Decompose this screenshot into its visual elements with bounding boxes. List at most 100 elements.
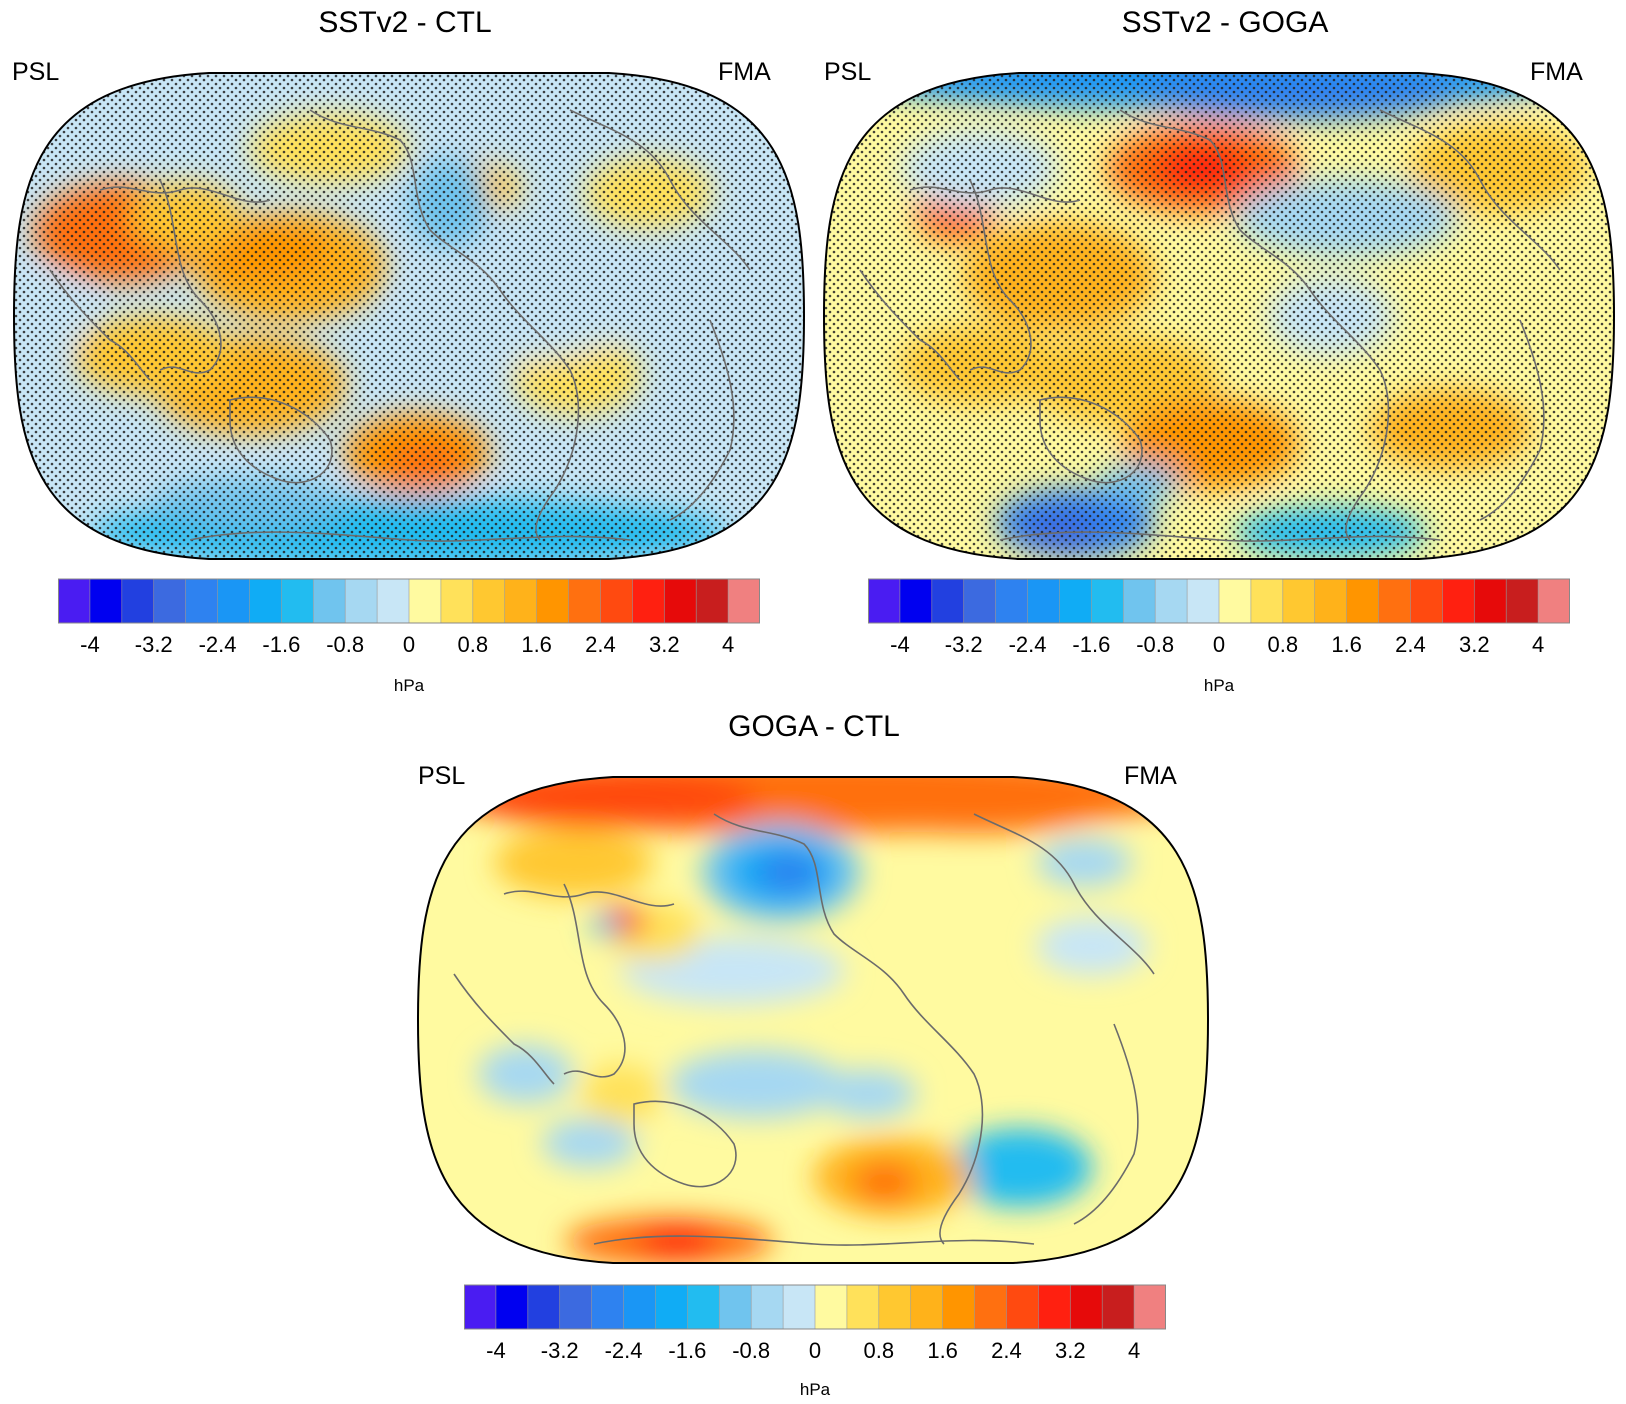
pressure-anomaly-region <box>820 1069 917 1119</box>
colorbar-tick-label: 3.2 <box>1054 1338 1086 1363</box>
colorbar-swatch <box>942 1284 976 1330</box>
colorbar-tick-label: -3.2 <box>944 632 983 657</box>
coastline <box>973 813 1155 975</box>
colorbar <box>464 1284 1166 1330</box>
pressure-anomaly-region <box>852 1162 917 1203</box>
colorbar-swatch <box>591 1284 625 1330</box>
colorbar-swatch <box>1473 578 1507 624</box>
colorbar-tick-label: 3.2 <box>1458 632 1490 657</box>
colorbar-swatch <box>655 1284 689 1330</box>
colorbar-ticks: -4 -3.2 -2.4 -1.6 -0.8 0 0.8 1.6 2.4 3.2 4 <box>868 632 1570 662</box>
colorbar-swatch <box>931 578 965 624</box>
colorbar-swatch <box>1314 578 1348 624</box>
colorbar-swatch <box>899 578 933 624</box>
colorbar-tick-label: -3.2 <box>540 1338 579 1363</box>
colorbar-swatch <box>846 1284 880 1330</box>
map-sstv2-ctl <box>12 72 806 560</box>
colorbar-swatch <box>1378 578 1412 624</box>
colorbar-swatch <box>408 578 442 624</box>
colorbar-tick-label: -0.8 <box>732 1338 771 1363</box>
panel-title: GOGA - CTL <box>728 710 900 743</box>
colorbar-tick-label: -2.4 <box>1008 632 1047 657</box>
coastline <box>569 109 751 271</box>
colorbar-tick-label: 4 <box>1531 632 1545 657</box>
coastline <box>309 109 580 541</box>
colorbar-tick-label: -0.8 <box>326 632 365 657</box>
pressure-anomaly-region <box>757 852 821 893</box>
colorbar-swatch <box>440 578 474 624</box>
coastline <box>503 890 675 907</box>
coastline <box>1073 1023 1139 1225</box>
colorbar-tick-label: -2.4 <box>604 1338 643 1363</box>
season-label: FMA <box>718 58 771 86</box>
coastline <box>633 1100 737 1188</box>
colorbar-tick-label: -1.6 <box>262 632 301 657</box>
colorbar-swatch <box>281 578 315 624</box>
colorbar-tick-label: -0.8 <box>1136 632 1175 657</box>
map-outline <box>822 72 1616 560</box>
colorbar-tick-label: -4 <box>80 632 100 657</box>
colorbar-unit: hPa <box>393 676 425 695</box>
pressure-anomaly-region <box>637 1226 718 1257</box>
coastline <box>713 813 984 1245</box>
colorbar-swatch <box>1346 578 1380 624</box>
colorbar-tick-label: 0 <box>402 632 416 657</box>
colorbar-tick-label: 0 <box>808 1338 822 1363</box>
colorbar-swatch <box>376 578 410 624</box>
pressure-anomaly-region <box>1036 837 1133 888</box>
colorbar-tick-label: -4 <box>486 1338 506 1363</box>
panel-title: SSTv2 - GOGA <box>1121 6 1329 39</box>
significance-stippling <box>14 73 804 559</box>
colorbar-swatch <box>1186 578 1220 624</box>
colorbar-swatch <box>695 578 729 624</box>
colorbar-swatch <box>1250 578 1284 624</box>
colorbar-ticks: -4 -3.2 -2.4 -1.6 -0.8 0 0.8 1.6 2.4 3.2 4 <box>58 632 760 662</box>
colorbar-tick-label: 4 <box>1127 1338 1141 1363</box>
colorbar-tick-label: -4 <box>890 632 910 657</box>
colorbar-swatch <box>559 1284 593 1330</box>
colorbar-tick-label: 2.4 <box>991 1338 1022 1363</box>
colorbar-swatch <box>121 578 155 624</box>
colorbar-tick-label: 2.4 <box>585 632 616 657</box>
pressure-anomaly-region <box>477 1044 574 1104</box>
coastline <box>99 186 271 203</box>
colorbar-swatch <box>1069 1284 1103 1330</box>
colorbar-tick-label: -1.6 <box>1072 632 1111 657</box>
colorbar-swatch <box>600 578 634 624</box>
colorbar-swatch <box>663 578 697 624</box>
colorbar-swatch <box>910 1284 944 1330</box>
pressure-anomaly-region <box>541 1118 638 1168</box>
colorbar-swatch <box>536 578 570 624</box>
variable-label: PSL <box>418 762 466 790</box>
colorbar-tick-label: 1.6 <box>1331 632 1362 657</box>
colorbar-swatch <box>963 578 997 624</box>
colorbar-swatch <box>568 578 602 624</box>
coastline <box>563 883 626 1078</box>
colorbar-swatch <box>1027 578 1061 624</box>
colorbar-swatch <box>868 578 901 624</box>
colorbar-tick-label: -2.4 <box>198 632 237 657</box>
colorbar-swatch <box>1282 578 1316 624</box>
coastline <box>909 186 1081 203</box>
colorbar-swatch <box>1442 578 1476 624</box>
colorbar-swatch <box>1101 1284 1135 1330</box>
colorbar-tick-label: 0.8 <box>1267 632 1299 657</box>
colorbar-tick-label: 0.8 <box>457 632 489 657</box>
coastline <box>453 973 555 1085</box>
colorbar-swatch <box>974 1284 1008 1330</box>
colorbar-swatch <box>878 1284 912 1330</box>
colorbar-swatch <box>1133 1284 1166 1330</box>
colorbar-ticks: -4 -3.2 -2.4 -1.6 -0.8 0 0.8 1.6 2.4 3.2 4 <box>464 1338 1166 1368</box>
coastline <box>1379 109 1561 271</box>
coastline <box>999 531 1441 542</box>
colorbar-swatch <box>89 578 123 624</box>
pressure-anomaly-region <box>589 916 622 937</box>
coastline <box>229 396 333 484</box>
colorbar-tick-label: 0 <box>1212 632 1226 657</box>
colorbar <box>868 578 1570 624</box>
pressure-anomaly-region <box>828 777 1117 834</box>
colorbar-swatch <box>504 578 538 624</box>
colorbar <box>58 578 760 624</box>
coastline <box>669 319 735 521</box>
pressure-anomaly-region <box>581 1064 662 1124</box>
